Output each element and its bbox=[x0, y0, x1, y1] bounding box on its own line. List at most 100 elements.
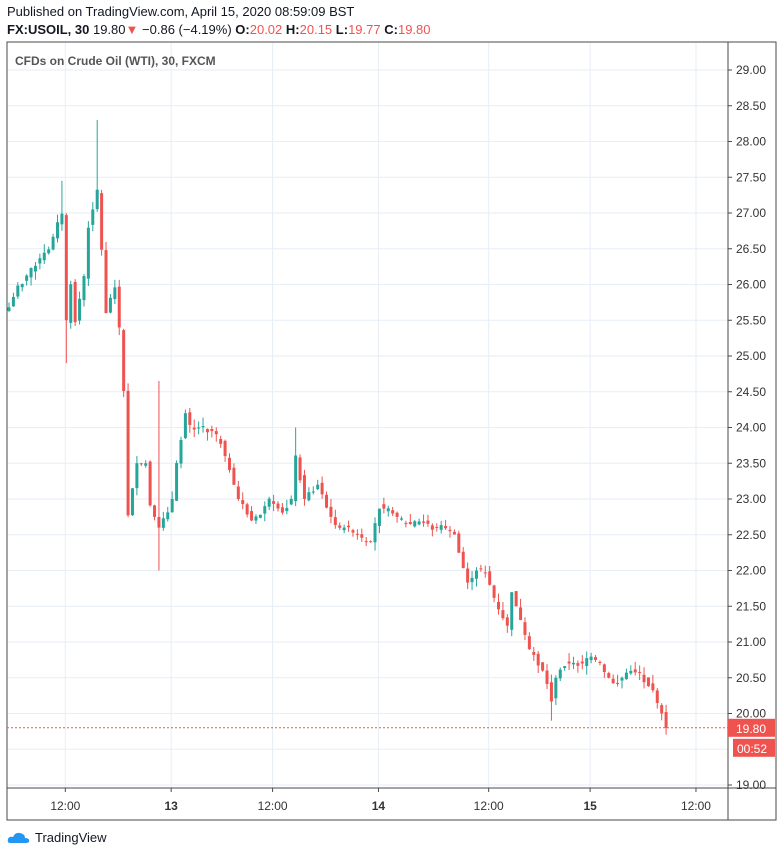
candle-body bbox=[514, 591, 518, 607]
candle-body bbox=[479, 568, 483, 570]
price-tick-label: 25.00 bbox=[736, 349, 766, 363]
candle-body bbox=[391, 510, 395, 514]
candle-body bbox=[439, 525, 443, 530]
candle-body bbox=[580, 661, 584, 664]
candle-body bbox=[16, 285, 20, 297]
candle-body bbox=[497, 601, 501, 610]
candle-body bbox=[166, 512, 170, 520]
candle-body bbox=[470, 577, 474, 583]
candle-body bbox=[294, 455, 298, 502]
candle-body bbox=[532, 651, 536, 655]
candle-body bbox=[607, 673, 611, 678]
down-arrow-icon: ▼ bbox=[125, 22, 139, 37]
candle-body bbox=[135, 463, 139, 489]
candle-body bbox=[624, 672, 628, 680]
candle-body bbox=[382, 504, 386, 509]
candle-body bbox=[183, 413, 187, 439]
candle-body bbox=[452, 531, 456, 535]
candle-body bbox=[347, 525, 351, 528]
countdown-badge bbox=[733, 738, 775, 757]
candle-body bbox=[563, 666, 567, 669]
candle-body bbox=[245, 504, 249, 515]
candle-body bbox=[448, 529, 452, 532]
chart-title: CFDs on Crude Oil (WTI), 30, FXCM bbox=[15, 54, 216, 68]
price-tick-label: 21.50 bbox=[736, 599, 766, 613]
candle-body bbox=[660, 705, 664, 714]
candle-body bbox=[320, 482, 324, 495]
open-label: O: bbox=[235, 22, 250, 37]
candle-body bbox=[492, 585, 496, 598]
high-label: H: bbox=[285, 22, 300, 37]
candle-body bbox=[175, 463, 179, 501]
candle-body bbox=[192, 427, 196, 430]
tradingview-logo[interactable]: TradingView bbox=[7, 830, 107, 845]
candle-body bbox=[223, 440, 227, 457]
candle-body bbox=[554, 677, 558, 699]
tradingview-cloud-icon bbox=[7, 832, 30, 843]
candle-body bbox=[611, 678, 615, 684]
candle-body bbox=[254, 516, 258, 521]
candle-body bbox=[157, 517, 161, 528]
candle-body bbox=[42, 252, 46, 261]
candle-body bbox=[232, 467, 236, 485]
candle-body bbox=[272, 501, 276, 504]
candle-body bbox=[594, 657, 598, 660]
candle-body bbox=[342, 527, 346, 531]
candle-body bbox=[444, 525, 448, 529]
candle-body bbox=[289, 499, 293, 505]
candle-body bbox=[7, 307, 11, 311]
candle-body bbox=[280, 507, 284, 513]
candle-body bbox=[373, 523, 377, 543]
candle-body bbox=[616, 682, 620, 684]
candle-body bbox=[117, 286, 121, 328]
price-tick-label: 24.00 bbox=[736, 421, 766, 435]
candle-body bbox=[316, 484, 320, 490]
candle-body bbox=[435, 526, 439, 528]
candle-body bbox=[488, 571, 492, 585]
candle-body bbox=[236, 486, 240, 499]
candle-body bbox=[545, 670, 549, 684]
countdown-label: 00:52 bbox=[737, 742, 767, 756]
low-value: 19.77 bbox=[348, 22, 381, 37]
candle-body bbox=[351, 530, 355, 533]
candle-body bbox=[377, 508, 381, 526]
last-price-badge bbox=[728, 718, 775, 737]
price-tick-label: 27.00 bbox=[736, 206, 766, 220]
candle-body bbox=[276, 503, 280, 509]
time-tick-label: 14 bbox=[372, 799, 386, 813]
candle-body bbox=[91, 209, 95, 225]
price-tick-label: 23.50 bbox=[736, 456, 766, 470]
candle-body bbox=[457, 533, 461, 553]
candle-body bbox=[298, 457, 302, 481]
candle-body bbox=[585, 658, 589, 667]
candle-body bbox=[629, 670, 633, 674]
candle-body bbox=[638, 671, 642, 673]
time-tick-label: 12:00 bbox=[681, 799, 711, 813]
candle-body bbox=[558, 669, 562, 679]
price-chart[interactable]: CFDs on Crude Oil (WTI), 30, FXCM 29.00 28… bbox=[0, 0, 783, 830]
candle-body bbox=[86, 227, 90, 279]
candle-body bbox=[228, 457, 231, 470]
candle-body bbox=[602, 664, 606, 672]
candle-body bbox=[417, 521, 421, 525]
candle-body bbox=[404, 522, 408, 524]
candle-body bbox=[646, 677, 650, 687]
candle-body bbox=[329, 506, 333, 517]
candle-body bbox=[395, 512, 399, 517]
candle-body bbox=[56, 222, 60, 239]
candle-body bbox=[523, 622, 527, 635]
candle-body bbox=[576, 663, 580, 666]
candle-body bbox=[408, 522, 412, 525]
candle-body bbox=[302, 475, 306, 499]
candle-body bbox=[355, 533, 359, 535]
symbol-legend: FX:USOIL, 30 19.80▼ −0.86 (−4.19%) O:20.… bbox=[7, 22, 431, 37]
candle-body bbox=[567, 661, 571, 664]
candle-body bbox=[73, 281, 77, 323]
open-value: 20.02 bbox=[249, 22, 283, 37]
price-tick-label: 19.00 bbox=[736, 778, 766, 792]
last-price: 19.80 bbox=[92, 22, 126, 37]
price-tick-label: 22.00 bbox=[736, 564, 766, 578]
candle-body bbox=[219, 439, 223, 444]
candle-body bbox=[285, 507, 289, 512]
candle-body bbox=[108, 297, 112, 313]
